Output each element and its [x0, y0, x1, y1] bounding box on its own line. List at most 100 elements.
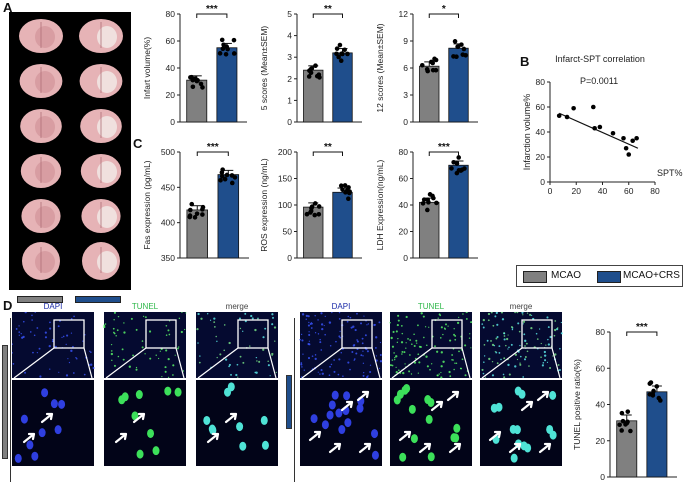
data-point [334, 46, 340, 51]
y-axis-label: LDH Expression(ng/mL) [375, 159, 385, 250]
cell-dot [369, 370, 372, 374]
cell-dot [470, 321, 473, 324]
cell-dot [57, 325, 60, 328]
cell-dot [319, 373, 321, 375]
zoom-box [521, 319, 553, 349]
nucleus [203, 415, 211, 425]
nucleus [209, 425, 217, 435]
cell-dot [273, 326, 277, 329]
cell-dot [378, 367, 381, 370]
scatter-point [623, 145, 629, 151]
data-point [309, 66, 315, 71]
cell-dot [238, 317, 242, 320]
significance-label: *** [206, 4, 218, 15]
cell-dot [159, 350, 161, 352]
chart-ros-expression: 0 50 100 150 200 ROS expression (ng/mL) ** [259, 142, 362, 263]
arrow-icon [538, 442, 552, 454]
cell-dot [197, 342, 199, 344]
cell-dot [111, 359, 113, 362]
cell-dot [31, 314, 33, 317]
cell-dot [440, 371, 442, 374]
cell-dot [113, 364, 116, 367]
cell-dot [526, 350, 529, 353]
data-point [451, 54, 456, 59]
cell-dot [213, 317, 216, 320]
cell-dot [239, 327, 242, 330]
arrow-icon [356, 390, 370, 402]
nucleus [261, 440, 269, 450]
cell-dot [236, 363, 239, 366]
cell-dot [110, 344, 113, 346]
cell-dot [182, 370, 185, 372]
cell-dot [272, 316, 274, 319]
cell-dot [352, 325, 355, 328]
zoom-line [371, 347, 381, 379]
group-divider-right [294, 318, 295, 482]
cell-dot [363, 315, 365, 317]
data-point [316, 72, 322, 77]
cell-dot [496, 323, 499, 326]
cell-dot [15, 328, 18, 330]
zoom-box [145, 319, 177, 349]
nucleus [513, 425, 521, 435]
nucleus [399, 452, 407, 462]
panel-letter-d: D [3, 298, 13, 313]
data-point [625, 409, 631, 414]
brain-slice-region [97, 161, 117, 183]
cell-dot [349, 368, 351, 371]
cell-dot [230, 373, 232, 376]
cell-dot [319, 341, 322, 344]
data-point [200, 212, 205, 217]
arrow-icon [430, 400, 444, 412]
cell-dot [422, 315, 425, 318]
cell-dot [506, 337, 509, 341]
regression-line [558, 112, 639, 149]
cell-dot [516, 312, 519, 314]
cell-dot [491, 374, 495, 377]
cell-dot [507, 363, 510, 367]
nucleus [236, 422, 244, 432]
data-point [219, 170, 225, 175]
zoom-line [13, 347, 55, 379]
data-point [342, 183, 348, 188]
chart-ldh-expression: 0 20 40 60 80 LDH Expression(ng/mL) *** [375, 142, 478, 263]
cell-dot [165, 324, 168, 327]
cell-dot [103, 325, 106, 329]
cell-dot [314, 354, 317, 356]
cell-dot [464, 344, 467, 347]
cell-dot [317, 371, 319, 373]
significance-label: ** [324, 142, 332, 153]
y-tick-label: 80 [166, 9, 176, 19]
y-axis-label: Fas expression (pg/mL) [142, 160, 152, 249]
cell-dot [49, 327, 52, 330]
brain-slice-region [97, 71, 117, 93]
nucleus [321, 420, 329, 430]
x-tick-label: 0 [548, 186, 553, 196]
chart-infarct-spt-correlation: Infarct-SPT correlation P=0.0011 0 20 40 60 80… [522, 54, 683, 196]
cell-dot [347, 315, 350, 318]
nucleus [452, 433, 460, 443]
nucleus [403, 383, 411, 393]
y-tick-label: 450 [161, 182, 175, 192]
cell-dot [18, 325, 20, 327]
y-tick-label: 0 [403, 117, 408, 127]
x-tick-label: 60 [624, 186, 634, 196]
y-tick-label: 60 [536, 102, 546, 112]
significance-label: * [442, 4, 446, 15]
cell-dot [271, 352, 274, 356]
data-point [459, 42, 464, 47]
cell-dot [453, 368, 455, 371]
chart-title: Infarct-SPT correlation [555, 54, 645, 64]
cell-dot [356, 312, 358, 315]
cell-dot [36, 327, 39, 329]
cell-dot [557, 363, 560, 366]
y-tick-label: 80 [596, 327, 606, 337]
micrograph-dapi-zoom [300, 380, 382, 466]
cell-dot [362, 362, 365, 364]
cell-dot [330, 363, 333, 366]
cell-dot [549, 367, 552, 370]
y-tick-label: 500 [161, 147, 175, 157]
cell-dot [67, 358, 69, 360]
cell-dot [184, 328, 186, 331]
cell-dot [239, 355, 242, 358]
